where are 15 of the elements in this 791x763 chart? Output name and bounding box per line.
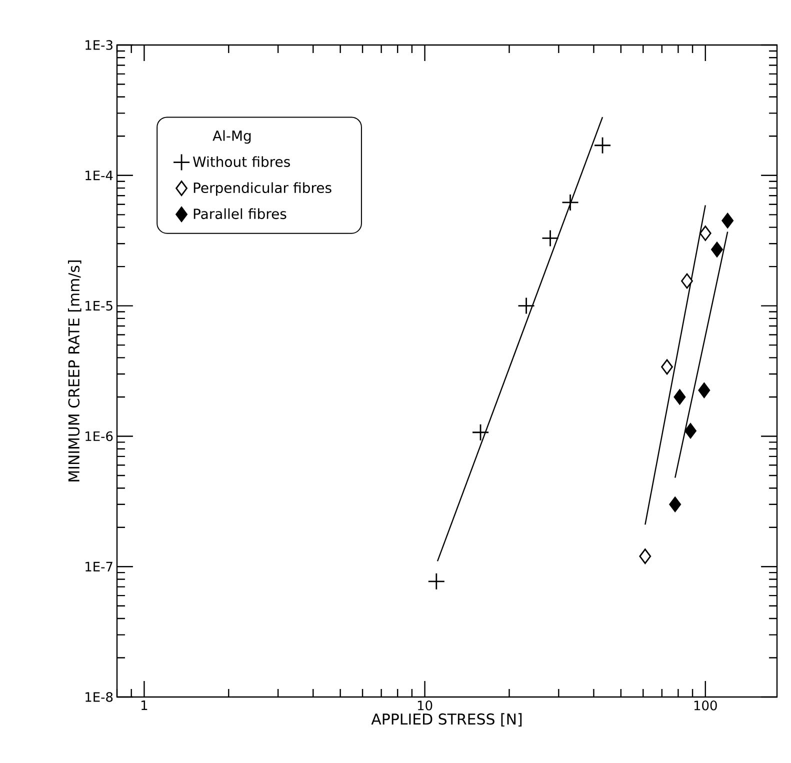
x-tick-label: 10 xyxy=(418,700,432,710)
legend-label: Parallel fibres xyxy=(194,208,286,220)
y-tick-label: 1E-3 xyxy=(86,40,112,50)
x-tick-label: 100 xyxy=(694,700,717,710)
y-tick-label: 1E-4 xyxy=(86,170,113,180)
legend-title: Al-Mg xyxy=(212,130,251,144)
legend-label: Perpendicular fibres xyxy=(194,182,332,196)
legend-label: Without fibres xyxy=(193,156,290,168)
y-axis-title: MINIMUM CREEP RATE [mm/s] xyxy=(68,260,82,482)
y-tick-label: 1E-6 xyxy=(86,431,113,442)
x-axis-title: APPLIED STRESS [N] xyxy=(371,713,522,726)
y-tick-label: 1E-5 xyxy=(86,301,112,311)
x-tick-label: 1 xyxy=(141,700,148,710)
y-tick-label: 1E-8 xyxy=(86,692,113,702)
y-tick-label: 1E-7 xyxy=(86,562,112,572)
